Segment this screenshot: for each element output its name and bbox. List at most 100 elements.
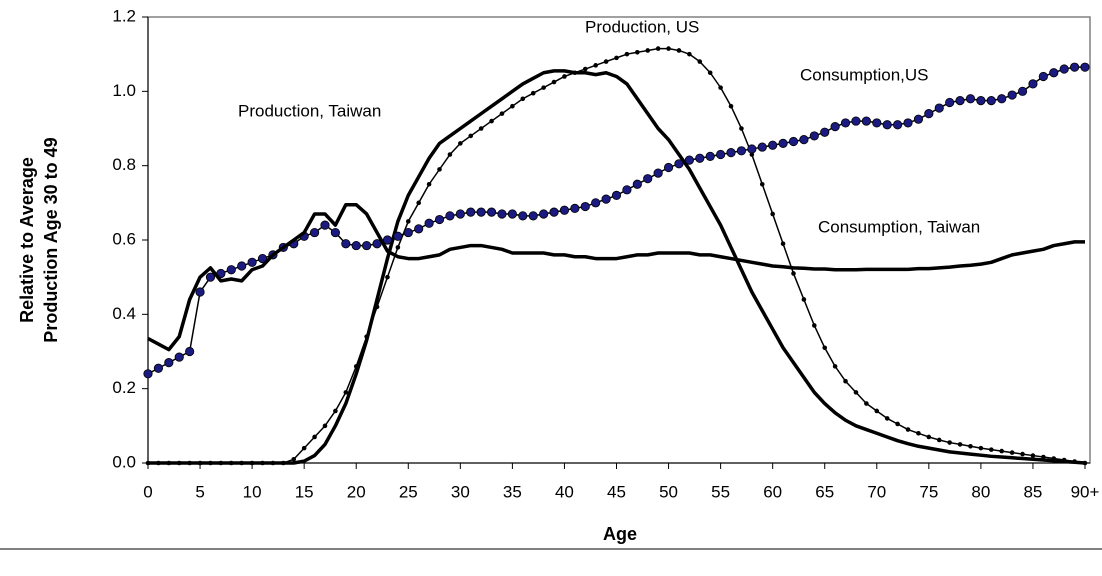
series-marker [851,116,861,126]
series-marker [249,460,255,466]
series-marker [757,142,767,152]
series-marker [393,231,403,241]
series-marker [768,140,778,150]
x-tick-label: 5 [195,482,204,501]
series-marker [374,304,380,310]
series-marker [986,96,996,106]
series-marker [226,265,236,275]
series-marker [864,401,869,406]
x-tick-label: 65 [815,482,834,501]
series-marker [801,297,807,302]
y-tick-label: 1.2 [112,6,136,25]
series-marker [747,144,757,154]
series-marker [861,116,871,126]
series-marker [853,390,859,395]
series-marker [164,358,174,368]
series-marker [1059,64,1069,74]
series-marker [176,460,182,466]
series-marker [539,209,549,219]
series-marker [507,209,517,219]
series-label: Production, Taiwan [238,101,381,120]
series-marker [468,133,474,139]
series-marker [489,118,494,124]
series-line [147,202,1085,352]
series-marker [812,323,817,328]
series-marker [593,63,598,68]
series-marker [655,46,661,51]
series-marker [635,50,640,55]
series-marker [312,434,317,440]
series-marker [820,127,830,137]
series-marker [716,149,726,160]
series-marker [936,437,942,443]
series-marker [934,103,944,113]
series-marker [174,352,184,362]
series-label: Consumption, Taiwan [818,217,980,236]
series-marker [382,235,393,245]
series-marker [770,211,775,217]
series-marker [916,430,921,436]
series-marker [1009,450,1015,455]
series-marker [905,427,911,432]
series-marker [892,120,903,130]
series-marker [528,211,538,221]
series-marker [739,126,744,131]
series-marker [726,148,736,158]
series-marker [260,460,265,466]
series-marker [614,55,619,61]
plot-frame [147,16,1091,464]
series-marker [343,390,349,395]
series-marker [799,135,809,145]
x-tick-label: 30 [451,482,470,501]
series-marker [989,447,994,452]
series-marker [882,120,892,130]
series-marker [580,201,590,212]
series-marker [632,179,642,189]
series-marker [405,219,411,224]
series-marker [736,146,747,156]
series-marker [788,136,799,147]
series-label: Consumption,US [800,65,929,84]
y-tick-label: 0.0 [112,452,136,471]
series-marker [624,51,630,57]
series-marker [320,220,330,230]
series-marker [228,460,234,466]
series-marker [239,460,244,466]
series-marker [530,90,536,96]
series-marker [945,97,955,108]
series-marker [281,460,286,466]
series-marker [518,211,528,221]
series-marker [426,181,432,187]
series-marker [351,240,361,251]
series-marker [458,141,463,146]
series-marker [562,74,567,79]
series-marker [1007,90,1017,100]
series-marker [603,59,609,64]
x-tick-label: 90+ [1071,482,1100,501]
series-marker [1028,79,1038,89]
x-tick-label: 20 [347,482,366,501]
series-marker [1030,453,1036,458]
series-marker [499,111,505,116]
series-marker [1082,460,1088,466]
series-marker [884,416,890,421]
series-marker [145,460,151,466]
series-marker [341,239,351,249]
series-marker [414,224,424,234]
series-marker [832,364,838,369]
series-marker [645,48,651,53]
x-tick-label: 40 [555,482,574,501]
series-marker [247,257,257,267]
series-marker [653,168,663,178]
series-marker [611,190,622,200]
series-marker [218,460,224,466]
x-tick-label: 85 [1023,482,1042,501]
series-marker [676,48,682,53]
x-tick-label: 70 [867,482,886,501]
y-tick-label: 1.0 [112,81,136,100]
series-marker [205,272,216,282]
series-marker [466,207,476,217]
y-axis-title-line: Production Age 30 to 49 [41,137,61,342]
series-marker [549,207,559,217]
